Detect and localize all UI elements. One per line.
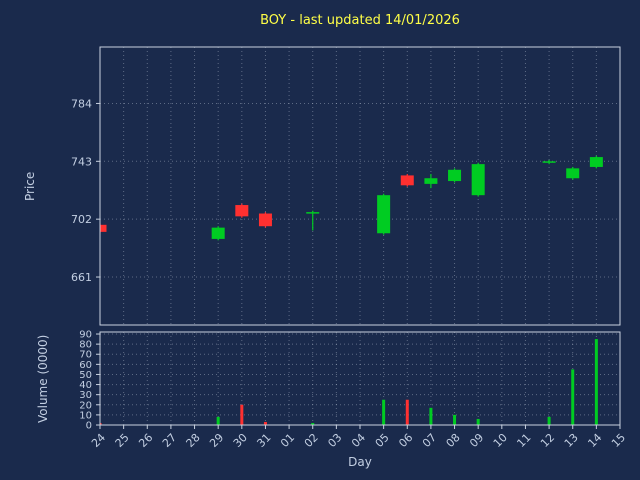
price-tick-label: 743 xyxy=(71,155,92,168)
day-tick-label: 06 xyxy=(396,431,415,450)
candle-body xyxy=(589,157,603,167)
volume-bar xyxy=(240,404,244,425)
candles-group xyxy=(100,155,603,241)
volume-plot-border xyxy=(99,331,621,426)
day-tick-label: 26 xyxy=(136,431,155,450)
candle xyxy=(258,212,272,228)
price-tick-label: 661 xyxy=(71,271,92,284)
candle-body xyxy=(424,178,438,184)
candle-body xyxy=(471,164,485,196)
candle xyxy=(377,193,391,235)
candle-body xyxy=(400,175,414,186)
volume-bar xyxy=(100,422,102,425)
candle xyxy=(471,162,485,197)
day-tick-label: 01 xyxy=(278,431,297,450)
day-tick-label: 07 xyxy=(420,431,439,450)
volume-bar xyxy=(216,416,220,425)
volume-bar xyxy=(547,416,551,425)
volume-tick-label: 0 xyxy=(86,421,92,432)
candle xyxy=(589,155,603,169)
day-tick-label: 13 xyxy=(562,431,581,450)
day-tick-label: 24 xyxy=(89,431,108,450)
candle-body xyxy=(211,227,225,239)
volume-bar xyxy=(594,339,598,425)
day-tick-label: 25 xyxy=(113,431,132,450)
day-tick-label: 08 xyxy=(444,431,463,450)
price-tick-label: 784 xyxy=(71,97,92,110)
candle xyxy=(424,174,438,189)
volume-bar xyxy=(453,414,457,425)
day-tick-label: 11 xyxy=(514,431,533,450)
volume-tick-label: 40 xyxy=(79,380,92,391)
volume-bar xyxy=(429,407,433,425)
volume-bars-group xyxy=(100,339,598,425)
day-tick-label: 27 xyxy=(160,431,179,450)
day-tick-label: 05 xyxy=(373,431,392,450)
price-tick-label: 702 xyxy=(71,213,92,226)
volume-tick-label: 60 xyxy=(79,360,92,371)
day-axis-label: Day xyxy=(348,455,372,469)
candle xyxy=(235,203,249,218)
volume-tick-label: 10 xyxy=(79,410,92,421)
candle-body xyxy=(448,169,462,182)
volume-tick-label: 70 xyxy=(79,350,92,361)
volume-bar xyxy=(405,399,409,425)
price-plot-border xyxy=(99,46,621,326)
volume-bar xyxy=(571,369,575,425)
candle-body xyxy=(235,205,249,217)
day-tick-label: 14 xyxy=(585,431,604,450)
candle-body xyxy=(377,195,391,234)
volume-tick-label: 80 xyxy=(79,340,92,351)
volume-tick-label: 30 xyxy=(79,390,92,401)
day-tick-label: 29 xyxy=(207,431,226,450)
candle-body xyxy=(258,213,272,227)
day-tick-label: 02 xyxy=(302,431,321,450)
volume-bar xyxy=(311,422,315,425)
day-tick-label: 09 xyxy=(467,431,486,450)
candle xyxy=(100,223,107,234)
day-tick-label: 30 xyxy=(231,431,250,450)
volume-tick-label: 90 xyxy=(79,330,92,341)
grid-lines xyxy=(99,47,621,426)
candle xyxy=(448,168,462,183)
volume-tick-label: 50 xyxy=(79,370,92,381)
candle xyxy=(542,159,556,165)
day-tick-label: 03 xyxy=(325,431,344,450)
candle-body xyxy=(542,161,556,163)
day-tick-label: 12 xyxy=(538,431,557,450)
day-tick-label: 10 xyxy=(491,431,510,450)
volume-bar xyxy=(476,418,480,425)
candle xyxy=(306,210,320,231)
day-tick-label: 28 xyxy=(184,431,203,450)
candle-body xyxy=(306,212,320,214)
day-tick-label: 04 xyxy=(349,431,368,450)
tick-marks xyxy=(96,102,621,429)
candle xyxy=(566,166,580,180)
day-tick-label: 31 xyxy=(254,431,273,450)
candle xyxy=(211,226,225,241)
candle-body xyxy=(100,224,107,232)
candle-body xyxy=(566,168,580,179)
volume-bar xyxy=(263,421,267,425)
candle xyxy=(400,174,414,187)
volume-bar xyxy=(382,399,386,425)
chart-title: BOY - last updated 14/01/2026 xyxy=(260,13,460,28)
volume-tick-label: 20 xyxy=(79,400,92,411)
day-tick-label: 15 xyxy=(609,431,628,450)
